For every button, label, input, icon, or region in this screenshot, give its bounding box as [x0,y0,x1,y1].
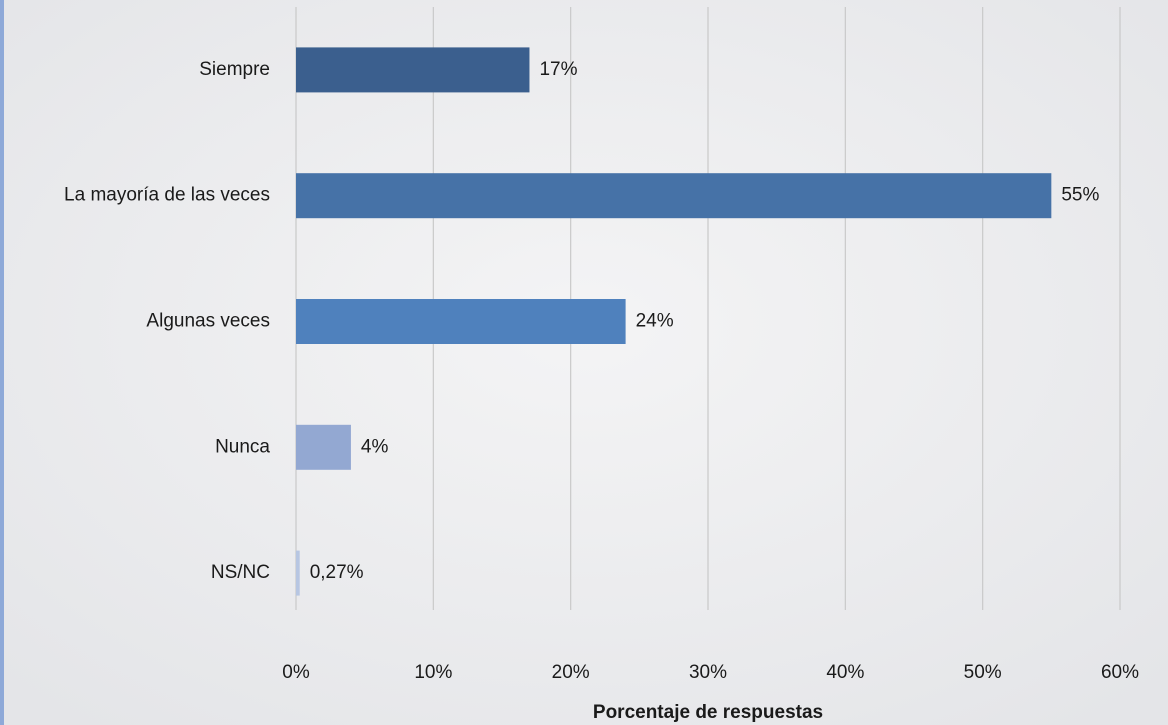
y-tick-label: Nunca [215,436,270,457]
x-axis-title: Porcentaje de respuestas [593,702,823,723]
x-tick-label: 0% [282,662,310,683]
x-tick-label: 60% [1101,662,1139,683]
x-tick-label: 20% [552,662,590,683]
value-label: 17% [539,59,577,80]
left-edge [0,0,4,725]
bar [296,47,530,93]
x-tick-label: 30% [689,662,727,683]
x-tick-label: 50% [964,662,1002,683]
value-label: 24% [636,311,674,332]
bar [296,173,1052,219]
bar [296,299,626,344]
y-tick-label: Algunas veces [146,311,270,332]
y-tick-label: Siempre [199,59,270,80]
y-tick-label: NS/NC [211,562,270,583]
bar [296,550,300,596]
value-label: 55% [1061,185,1099,206]
x-tick-label: 10% [414,662,452,683]
value-label: 0,27% [310,562,364,583]
x-tick-label: 40% [826,662,864,683]
bar [296,424,351,470]
value-label: 4% [361,436,389,457]
y-tick-label: La mayoría de las veces [64,185,270,206]
